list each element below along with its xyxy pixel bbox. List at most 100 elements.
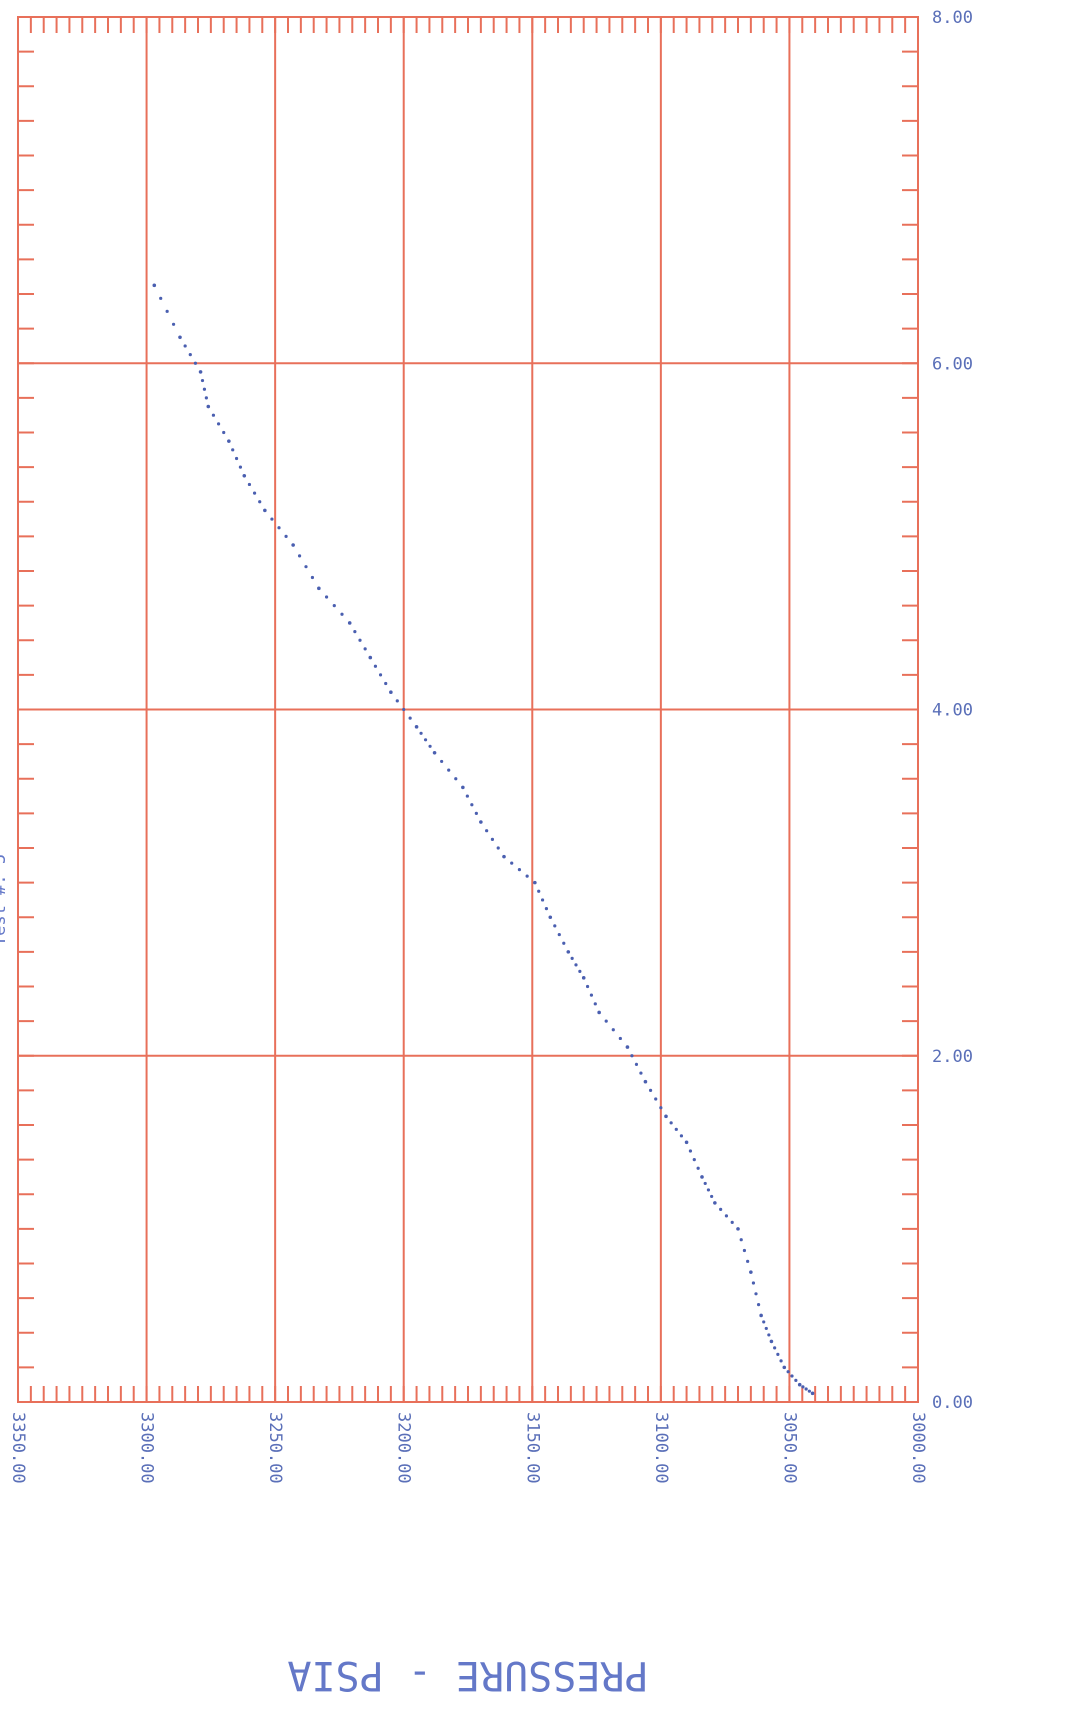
data-point-interp [611, 1028, 615, 1032]
data-point-interp [211, 413, 216, 417]
data-point-interp [578, 969, 582, 973]
data-point-interp [654, 1097, 658, 1101]
data-point [581, 976, 586, 980]
data-point-interp [688, 1149, 693, 1153]
data-point-interp [804, 1387, 808, 1391]
data-point [625, 1045, 630, 1049]
left-label-fragment: Test #: 5 [0, 854, 10, 946]
data-point [700, 1175, 704, 1179]
data-point [797, 1382, 802, 1387]
data-point-interp [200, 378, 205, 383]
data-point-interp [510, 861, 514, 865]
data-point-interp [447, 768, 451, 772]
data-point-interp [807, 1389, 811, 1393]
data-point-interp [270, 517, 274, 521]
data-point-interp [428, 744, 432, 748]
data-point-interp [630, 1054, 634, 1058]
data-point-interp [202, 387, 207, 391]
data-point-interp [706, 1188, 711, 1192]
data-point-interp [517, 868, 522, 872]
data-point-interp [692, 1158, 696, 1162]
data-point-interp [730, 1220, 734, 1224]
data-point-interp [247, 482, 252, 487]
data-point-interp [395, 699, 399, 703]
data-point-interp [562, 941, 566, 945]
data-point-interp [779, 1359, 783, 1363]
data-point [368, 655, 373, 660]
x-tick-label: 3200.00 [394, 1412, 414, 1484]
data-point [769, 1339, 774, 1344]
data-point [664, 1114, 668, 1119]
data-point-interp [585, 984, 590, 989]
data-point-interp [794, 1378, 798, 1382]
data-point [206, 404, 211, 409]
data-point-interp [786, 1370, 790, 1374]
data-point-interp [719, 1207, 723, 1211]
data-point [597, 1010, 601, 1015]
data-point-interp [222, 430, 226, 435]
data-point-interp [402, 707, 406, 712]
data-point-interp [310, 575, 315, 580]
data-point-interp [231, 448, 235, 452]
data-point-interp [304, 565, 308, 569]
data-point-interp [284, 534, 288, 538]
data-point [548, 915, 553, 920]
y-tick-labels: 0.00 2.00 4.00 6.00 8.00 [932, 8, 973, 1413]
data-point [533, 880, 537, 885]
data-point-interp [790, 1374, 794, 1378]
x-tick-label: 3250.00 [265, 1412, 285, 1484]
x-tick-label: 3000.00 [908, 1412, 928, 1484]
data-point-interp [353, 629, 357, 634]
data-point-interp [204, 396, 208, 400]
x-tick-label: 3350.00 [8, 1412, 28, 1484]
data-point-interp [465, 794, 469, 798]
data-point-interp [604, 1019, 608, 1023]
data-point-interp [553, 924, 557, 928]
data-point [810, 1391, 815, 1396]
data-point-interp [746, 1259, 750, 1263]
data-point-interp [188, 352, 192, 357]
data-point-interp [751, 1281, 756, 1285]
data-points [152, 283, 815, 1396]
data-point-interp [618, 1036, 622, 1041]
data-point-interp [773, 1346, 777, 1350]
data-point-interp [634, 1062, 639, 1067]
data-point-interp [544, 906, 549, 911]
data-point [347, 621, 352, 625]
data-point-interp [710, 1194, 714, 1199]
y-tick-label: 2.00 [932, 1047, 973, 1067]
data-point-interp [490, 837, 495, 841]
data-point-interp [537, 889, 541, 893]
data-point-interp [277, 526, 281, 530]
data-point [389, 690, 393, 694]
data-point-interp [252, 491, 257, 495]
data-point-interp [183, 344, 187, 348]
data-point-interp [378, 673, 383, 677]
data-point-interp [674, 1127, 678, 1131]
data-point [178, 335, 182, 340]
data-point-interp [669, 1121, 673, 1125]
minor-ticks [17, 16, 919, 1403]
data-point-interp [474, 811, 478, 815]
data-point-interp [574, 963, 578, 967]
data-point [782, 1365, 787, 1370]
data-point [759, 1313, 763, 1318]
data-point-interp [297, 554, 302, 558]
data-point-interp [589, 993, 594, 997]
x-tick-label: 3100.00 [651, 1412, 671, 1484]
x-tick-label: 3150.00 [522, 1412, 542, 1484]
data-point [736, 1227, 740, 1231]
grid-lines [17, 16, 919, 1403]
data-point-interp [756, 1303, 761, 1307]
data-point-interp [742, 1248, 747, 1253]
data-point [461, 785, 465, 790]
y-tick-label: 6.00 [932, 354, 973, 374]
data-point [684, 1140, 689, 1145]
data-point-interp [570, 956, 574, 960]
data-point-interp [373, 664, 378, 668]
data-point-interp [440, 759, 444, 764]
data-point-interp [332, 604, 336, 608]
data-point-interp [216, 422, 221, 426]
x-axis-title: PRESSURE - PSIA [287, 1652, 648, 1698]
data-point-interp [764, 1326, 768, 1331]
